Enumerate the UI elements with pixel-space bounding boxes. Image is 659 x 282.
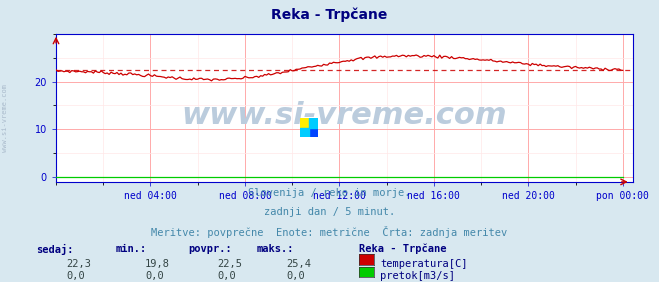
Text: Meritve: povprečne  Enote: metrične  Črta: zadnja meritev: Meritve: povprečne Enote: metrične Črta:…: [152, 226, 507, 238]
Bar: [300, 118, 309, 127]
Bar: [300, 127, 309, 137]
Text: 0,0: 0,0: [145, 271, 163, 281]
Text: zadnji dan / 5 minut.: zadnji dan / 5 minut.: [264, 207, 395, 217]
Text: Reka - Trpčane: Reka - Trpčane: [272, 7, 387, 21]
Text: Slovenija / reke in morje.: Slovenija / reke in morje.: [248, 188, 411, 197]
Text: 25,4: 25,4: [287, 259, 312, 269]
Bar: [309, 127, 318, 137]
Text: temperatura[C]: temperatura[C]: [380, 259, 468, 269]
Text: sedaj:: sedaj:: [36, 244, 74, 255]
Text: pretok[m3/s]: pretok[m3/s]: [380, 271, 455, 281]
Text: min.:: min.:: [115, 244, 146, 254]
Text: 0,0: 0,0: [66, 271, 84, 281]
Text: 19,8: 19,8: [145, 259, 170, 269]
Bar: [309, 118, 318, 127]
Text: maks.:: maks.:: [257, 244, 295, 254]
Text: povpr.:: povpr.:: [188, 244, 231, 254]
Text: 22,3: 22,3: [66, 259, 91, 269]
Text: 0,0: 0,0: [287, 271, 305, 281]
Text: 0,0: 0,0: [217, 271, 236, 281]
Text: Reka - Trpčane: Reka - Trpčane: [359, 244, 447, 254]
Text: www.si-vreme.com: www.si-vreme.com: [181, 101, 507, 130]
Text: 22,5: 22,5: [217, 259, 243, 269]
Text: www.si-vreme.com: www.si-vreme.com: [2, 84, 9, 153]
